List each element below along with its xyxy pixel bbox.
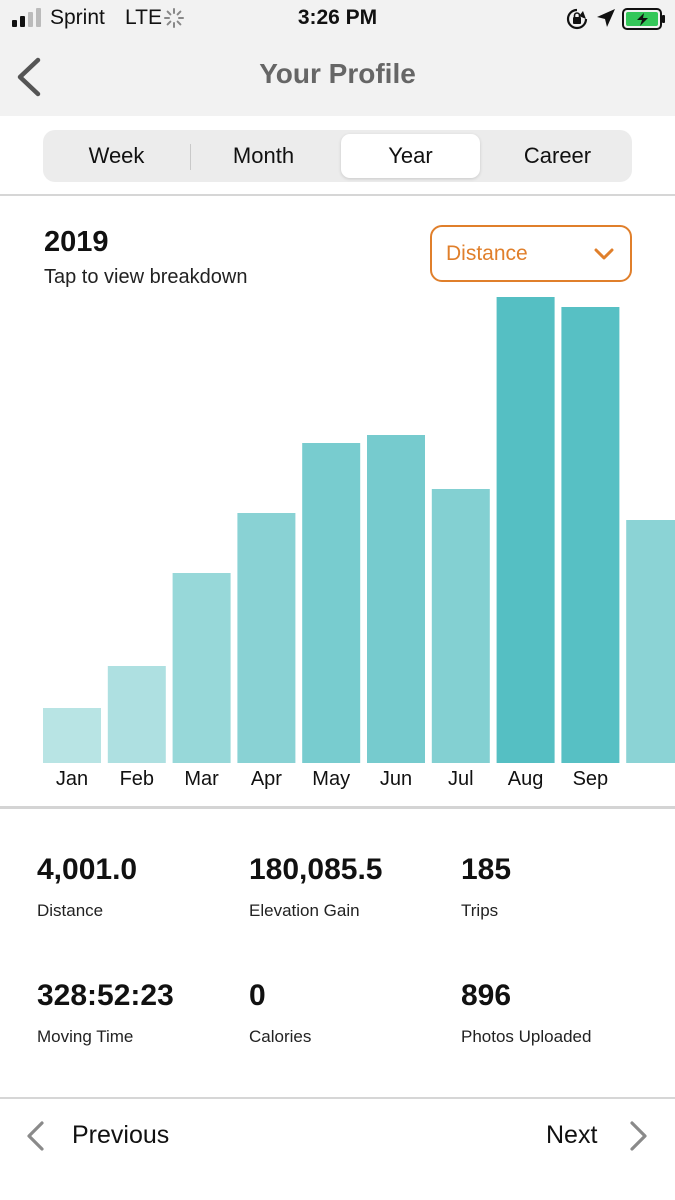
tab-month[interactable]: Month (232, 143, 295, 168)
page-title: Your Profile (259, 58, 416, 89)
stat-value: 0 (249, 979, 266, 1012)
next-label: Next (546, 1121, 598, 1149)
stat-label: Moving Time (37, 1027, 134, 1046)
stat-value: 185 (461, 853, 512, 886)
x-tick-label: Mar (184, 768, 219, 790)
x-tick-label: Jan (56, 768, 88, 790)
stat-photos-uploaded: 896 Photos Uploaded (461, 979, 671, 1047)
location-arrow-icon (597, 9, 615, 27)
chart-bar-feb[interactable] (107, 666, 166, 763)
chevron-right-icon (630, 1121, 647, 1151)
stat-value: 328:52:23 (37, 979, 174, 1012)
activity-spinner-icon (164, 8, 184, 28)
stat-label: Photos Uploaded (461, 1027, 592, 1046)
signal-strength-icon (12, 8, 41, 27)
tab-year[interactable]: Year (341, 134, 480, 178)
period-selector-area: Week Month Year Career (0, 116, 675, 196)
chart-bar-jan[interactable] (43, 708, 101, 763)
chart-divider (0, 806, 675, 809)
stat-value: 180,085.5 (249, 853, 383, 886)
chart-subtitle: Tap to view breakdown (44, 266, 248, 288)
chevron-left-icon (27, 1121, 44, 1151)
tab-week[interactable]: Week (88, 143, 145, 168)
navigation-bar: Your Profile (0, 40, 675, 116)
chart-bar-mar[interactable] (172, 573, 231, 763)
stat-value: 4,001.0 (37, 853, 138, 886)
chart-year: 2019 (44, 226, 109, 258)
battery-icon (622, 8, 665, 30)
stat-moving-time: 328:52:23 Moving Time (37, 979, 247, 1047)
x-tick-label: Apr (251, 768, 282, 790)
x-tick-label: Jul (448, 768, 474, 790)
status-bar: Sprint LTE 3:26 PM (0, 0, 675, 40)
carrier-name: Sprint (50, 6, 105, 29)
stat-label: Distance (37, 901, 104, 920)
stat-distance: 4,001.0 Distance (37, 853, 247, 921)
metric-dropdown-label: Distance (446, 242, 528, 265)
distance-bar-chart[interactable]: Jan Feb Mar Apr May Jun Jul Aug Sep (0, 288, 675, 798)
metric-dropdown[interactable]: Distance (430, 225, 632, 282)
x-tick-label: Jun (380, 768, 412, 790)
stat-label: Trips (461, 901, 499, 920)
previous-label: Previous (72, 1121, 170, 1149)
chart-bar-sep[interactable] (561, 307, 620, 763)
stat-value: 896 (461, 979, 512, 1012)
next-button[interactable]: Next (530, 1112, 660, 1162)
footer-divider (0, 1097, 675, 1099)
x-tick-label: Sep (573, 768, 609, 790)
chart-bar-aug[interactable] (496, 297, 555, 763)
chart-bar-jun[interactable] (367, 435, 425, 763)
tab-career[interactable]: Career (523, 143, 592, 168)
stat-elevation-gain: 180,085.5 Elevation Gain (249, 853, 459, 921)
chart-bar-jul[interactable] (431, 489, 490, 763)
chart-bar-apr[interactable] (237, 513, 296, 763)
stat-label: Calories (249, 1027, 312, 1046)
x-tick-label: Aug (508, 768, 544, 790)
x-tick-label: Feb (120, 768, 154, 790)
chevron-left-icon (17, 57, 41, 97)
tab-divider (190, 144, 191, 170)
chart-bar-partial[interactable] (626, 520, 675, 763)
x-tick-label: May (312, 768, 350, 790)
rotation-lock-icon (566, 8, 588, 30)
clock-time: 3:26 PM (297, 6, 378, 29)
previous-button[interactable]: Previous (20, 1112, 200, 1162)
chart-bar-may[interactable] (302, 443, 361, 763)
stat-label: Elevation Gain (249, 901, 360, 920)
back-button[interactable] (10, 54, 50, 100)
stat-trips: 185 Trips (461, 853, 671, 921)
chevron-down-icon (594, 248, 614, 260)
network-type: LTE (125, 6, 162, 29)
period-segmented-control: Week Month Year Career (43, 130, 632, 182)
stat-calories: 0 Calories (249, 979, 459, 1047)
